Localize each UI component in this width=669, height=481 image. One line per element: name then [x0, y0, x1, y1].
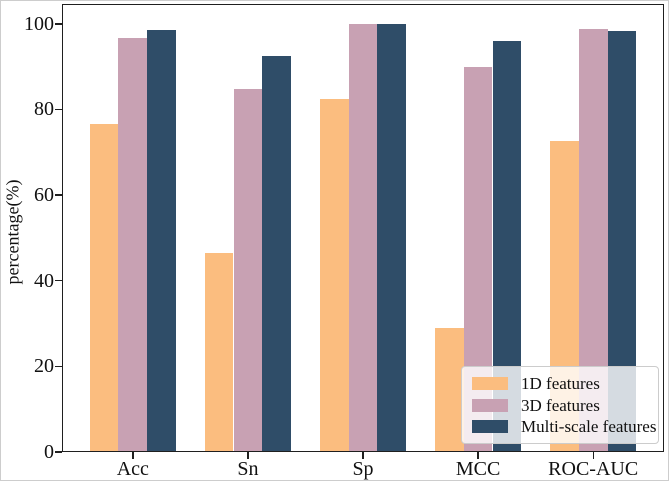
- x-tick-mark: [592, 452, 594, 459]
- legend-item-3d-features: 3D features: [472, 396, 648, 415]
- x-tick-label-acc: Acc: [116, 458, 149, 480]
- y-tick-label: 100: [24, 12, 54, 35]
- x-tick-mark: [247, 452, 249, 459]
- x-tick-mark: [477, 452, 479, 459]
- bar-1d-features-mcc: [434, 327, 464, 452]
- legend-swatch-3d-features: [472, 398, 508, 412]
- y-tick-mark: [55, 108, 62, 111]
- y-tick-mark: [55, 279, 62, 282]
- bar-1d-features-sp: [319, 98, 349, 452]
- x-tick-label-sn: Sn: [237, 458, 259, 480]
- bar-3d-features-sp: [348, 23, 378, 452]
- legend-item-multi-scale-features: Multi-scale features: [472, 417, 656, 436]
- legend-item-1d-features: 1D features: [472, 374, 648, 393]
- bar-1d-features-acc: [89, 123, 119, 452]
- bar-multi-scale-features-acc: [147, 29, 176, 452]
- bar-multi-scale-features-sn: [262, 56, 292, 452]
- legend: 1D features 3D features Multi-scale feat…: [461, 366, 659, 444]
- y-tick-label: 0: [44, 441, 54, 463]
- bar-3d-features-acc: [118, 38, 148, 452]
- y-tick-label: 20: [34, 355, 54, 378]
- y-tick-label: 40: [34, 269, 54, 292]
- legend-label-1d-features: 1D features: [521, 374, 600, 393]
- x-tick-mark: [362, 452, 364, 459]
- x-tick-label-mcc: MCC: [455, 458, 501, 480]
- y-tick-label: 60: [34, 184, 54, 206]
- y-tick-mark: [55, 365, 62, 368]
- bar-3d-features-sn: [233, 88, 263, 452]
- y-tick-label: 80: [34, 98, 54, 121]
- bar-multi-scale-features-sp: [377, 23, 407, 452]
- legend-label-multi-scale-features: Multi-scale features: [521, 417, 657, 436]
- y-tick-mark: [55, 23, 62, 25]
- plot-area: [62, 4, 664, 452]
- legend-swatch-multi-scale-features: [472, 420, 508, 433]
- x-tick-mark: [132, 452, 134, 459]
- y-tick-mark: [55, 451, 62, 453]
- bar-1d-features-sn: [204, 253, 234, 452]
- legend-swatch-1d-features: [472, 377, 508, 390]
- x-tick-label-sp: Sp: [352, 458, 374, 480]
- legend-label-3d-features: 3D features: [521, 395, 600, 415]
- x-tick-label-roc-auc: ROC-AUC: [548, 458, 639, 480]
- y-tick-mark: [55, 194, 62, 196]
